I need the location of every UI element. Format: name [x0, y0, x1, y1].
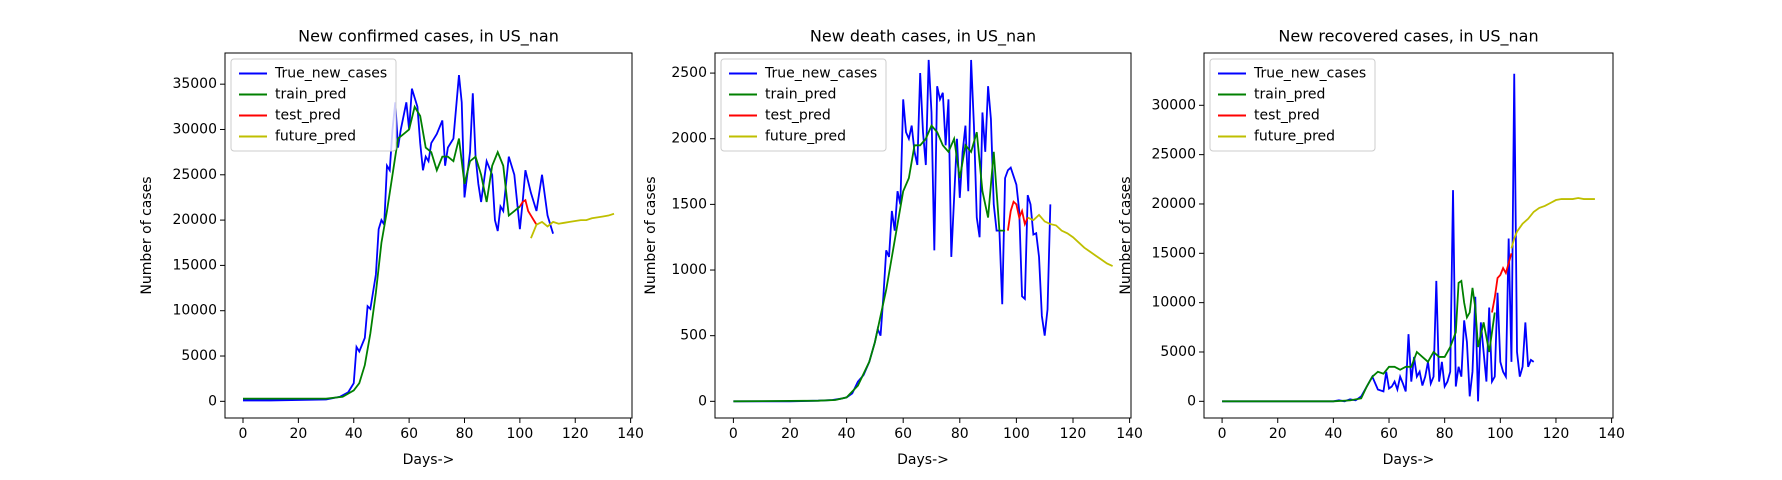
axes-frame [1203, 52, 1614, 419]
legend-label: future_pred [765, 129, 846, 145]
x-tick-label: 0 [729, 426, 738, 442]
subplot: New confirmed cases, in US_nan Days-> Numb… [139, 27, 644, 469]
x-tick-label: 100 [1487, 426, 1514, 442]
series-line [733, 123, 1006, 403]
x-tick-label: 140 [1116, 426, 1143, 442]
x-tick-label: 20 [1269, 426, 1287, 442]
x-tick-label: 80 [456, 426, 474, 442]
legend-label: test_pred [765, 108, 831, 124]
x-tick-label: 140 [617, 426, 644, 442]
x-tick-label: 100 [507, 426, 534, 442]
series-line [733, 59, 1052, 403]
legend-label: train_pred [765, 87, 836, 103]
y-tick-label: 25000 [172, 167, 217, 183]
y-tick-label: 25000 [1151, 147, 1196, 163]
subplot: New recovered cases, in US_nan Days-> Numb… [1118, 27, 1625, 469]
x-tick-label: 80 [1436, 426, 1454, 442]
x-tick-label: 140 [1598, 426, 1625, 442]
legend-label: future_pred [1254, 129, 1335, 145]
series-line [1510, 197, 1595, 249]
x-tick-label: 40 [838, 426, 856, 442]
x-tick-label: 60 [894, 426, 912, 442]
legend: True_new_cases train_pred test_pred future_… [1209, 58, 1376, 152]
legend-label: test_pred [275, 108, 341, 124]
x-axis-label: Days-> [1383, 452, 1435, 468]
x-tick-label: 40 [345, 426, 363, 442]
y-tick-label: 2000 [671, 131, 707, 147]
series-line [243, 75, 554, 402]
legend-label: future_pred [275, 129, 356, 145]
x-tick-label: 120 [1060, 426, 1087, 442]
legend: True_new_cases train_pred test_pred future_… [720, 58, 887, 152]
x-tick-label: 0 [1218, 426, 1227, 442]
y-tick-label: 15000 [172, 257, 217, 273]
x-tick-label: 20 [781, 426, 799, 442]
legend-box [1209, 58, 1376, 152]
y-tick-label: 1000 [671, 262, 707, 278]
y-tick-label: 0 [698, 393, 707, 409]
y-tick-label: 30000 [1151, 97, 1196, 113]
y-tick-label: 500 [680, 328, 707, 344]
series-line [1222, 73, 1535, 403]
y-tick-label: 15000 [1151, 245, 1196, 261]
y-axis-label: Number of cases [139, 176, 155, 294]
chart-title: New confirmed cases, in US_nan [298, 27, 559, 47]
x-tick-label: 0 [239, 426, 248, 442]
x-axis-label: Days-> [897, 452, 949, 468]
y-tick-label: 20000 [172, 212, 217, 228]
legend-label: True_new_cases [764, 66, 877, 82]
x-tick-label: 20 [289, 426, 307, 442]
series-line [1491, 253, 1513, 313]
series-line [243, 104, 521, 400]
legend-box [720, 58, 887, 152]
x-tick-label: 40 [1324, 426, 1342, 442]
y-tick-label: 5000 [1160, 344, 1196, 360]
x-tick-label: 60 [1380, 426, 1398, 442]
y-tick-label: 0 [208, 393, 217, 409]
y-tick-label: 20000 [1151, 196, 1196, 212]
series-line [519, 198, 538, 226]
chart-title: New death cases, in US_nan [810, 27, 1036, 47]
legend-label: train_pred [275, 87, 346, 103]
legend-label: True_new_cases [274, 66, 387, 82]
y-tick-label: 10000 [1151, 295, 1196, 311]
subplot: New death cases, in US_nan Days-> Number o… [643, 27, 1143, 469]
legend-label: True_new_cases [1253, 66, 1366, 82]
legend: True_new_cases train_pred test_pred future_… [230, 58, 397, 152]
axes-frame [224, 52, 633, 419]
legend-box [230, 58, 397, 152]
series-line [1222, 279, 1496, 403]
chart-title: New recovered cases, in US_nan [1278, 27, 1538, 47]
series-line [1027, 213, 1113, 267]
legend-label: test_pred [1254, 108, 1320, 124]
axes-frame [714, 52, 1132, 419]
x-tick-label: 80 [951, 426, 969, 442]
y-tick-label: 35000 [172, 76, 217, 92]
y-tick-label: 30000 [172, 121, 217, 137]
y-tick-label: 2500 [671, 65, 707, 81]
legend-label: train_pred [1254, 87, 1325, 103]
x-axis-label: Days-> [403, 452, 455, 468]
y-axis-label: Number of cases [643, 176, 659, 294]
y-tick-label: 5000 [181, 348, 217, 364]
y-tick-label: 0 [1187, 393, 1196, 409]
y-tick-label: 1500 [671, 196, 707, 212]
x-tick-label: 120 [562, 426, 589, 442]
series-line [530, 212, 615, 239]
x-tick-label: 100 [1003, 426, 1030, 442]
series-line [1007, 200, 1029, 231]
y-tick-label: 10000 [172, 303, 217, 319]
x-tick-label: 60 [400, 426, 418, 442]
y-axis-label: Number of cases [1118, 176, 1134, 294]
x-tick-label: 120 [1543, 426, 1570, 442]
